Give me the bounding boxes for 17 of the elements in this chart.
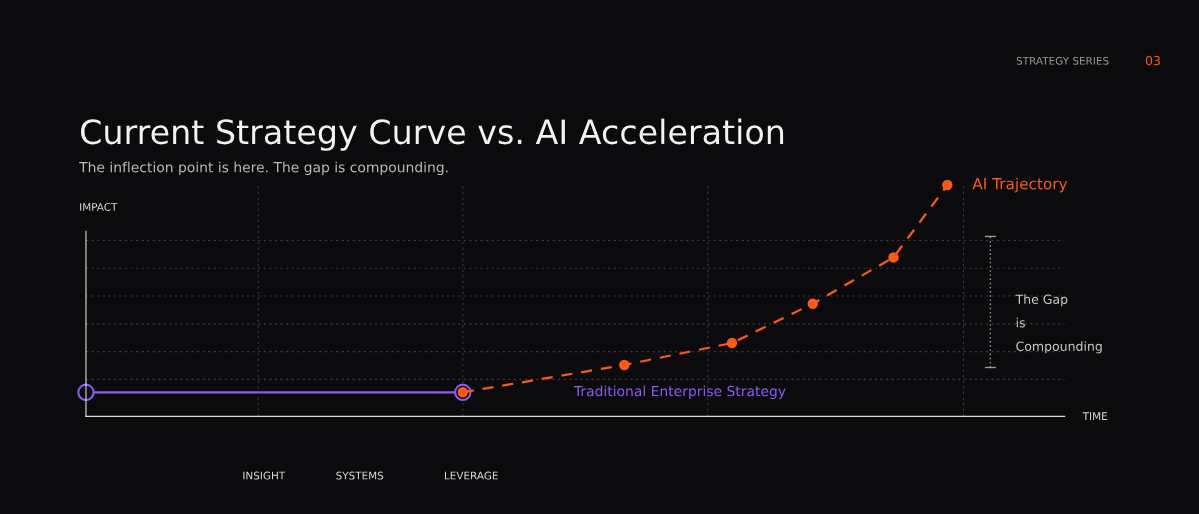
chart-title: Current Strategy Curve vs. AI Acceleration bbox=[81, 118, 784, 151]
annotation: The Gap is Compounding bbox=[1015, 294, 1102, 354]
point bbox=[888, 252, 899, 263]
text: STRATEGY SERIES bbox=[1016, 56, 1109, 65]
text: 03 bbox=[1145, 55, 1160, 66]
point bbox=[619, 359, 630, 371]
text: SYSTEMS bbox=[336, 471, 384, 480]
y-axis-title: IMPACT bbox=[80, 203, 118, 211]
text: LEVERAGE bbox=[444, 471, 498, 480]
chart-subtitle: The inflection point is here. The gap is compounding. bbox=[79, 161, 448, 176]
point bbox=[942, 179, 953, 191]
x-axis-title: TIME bbox=[1082, 412, 1108, 420]
point bbox=[726, 337, 738, 349]
point bbox=[807, 298, 818, 309]
text: Traditional Enterprise Strategy bbox=[573, 385, 786, 400]
series-label: AI Trajectory bbox=[972, 177, 1068, 193]
text: INSIGHT bbox=[243, 471, 286, 480]
